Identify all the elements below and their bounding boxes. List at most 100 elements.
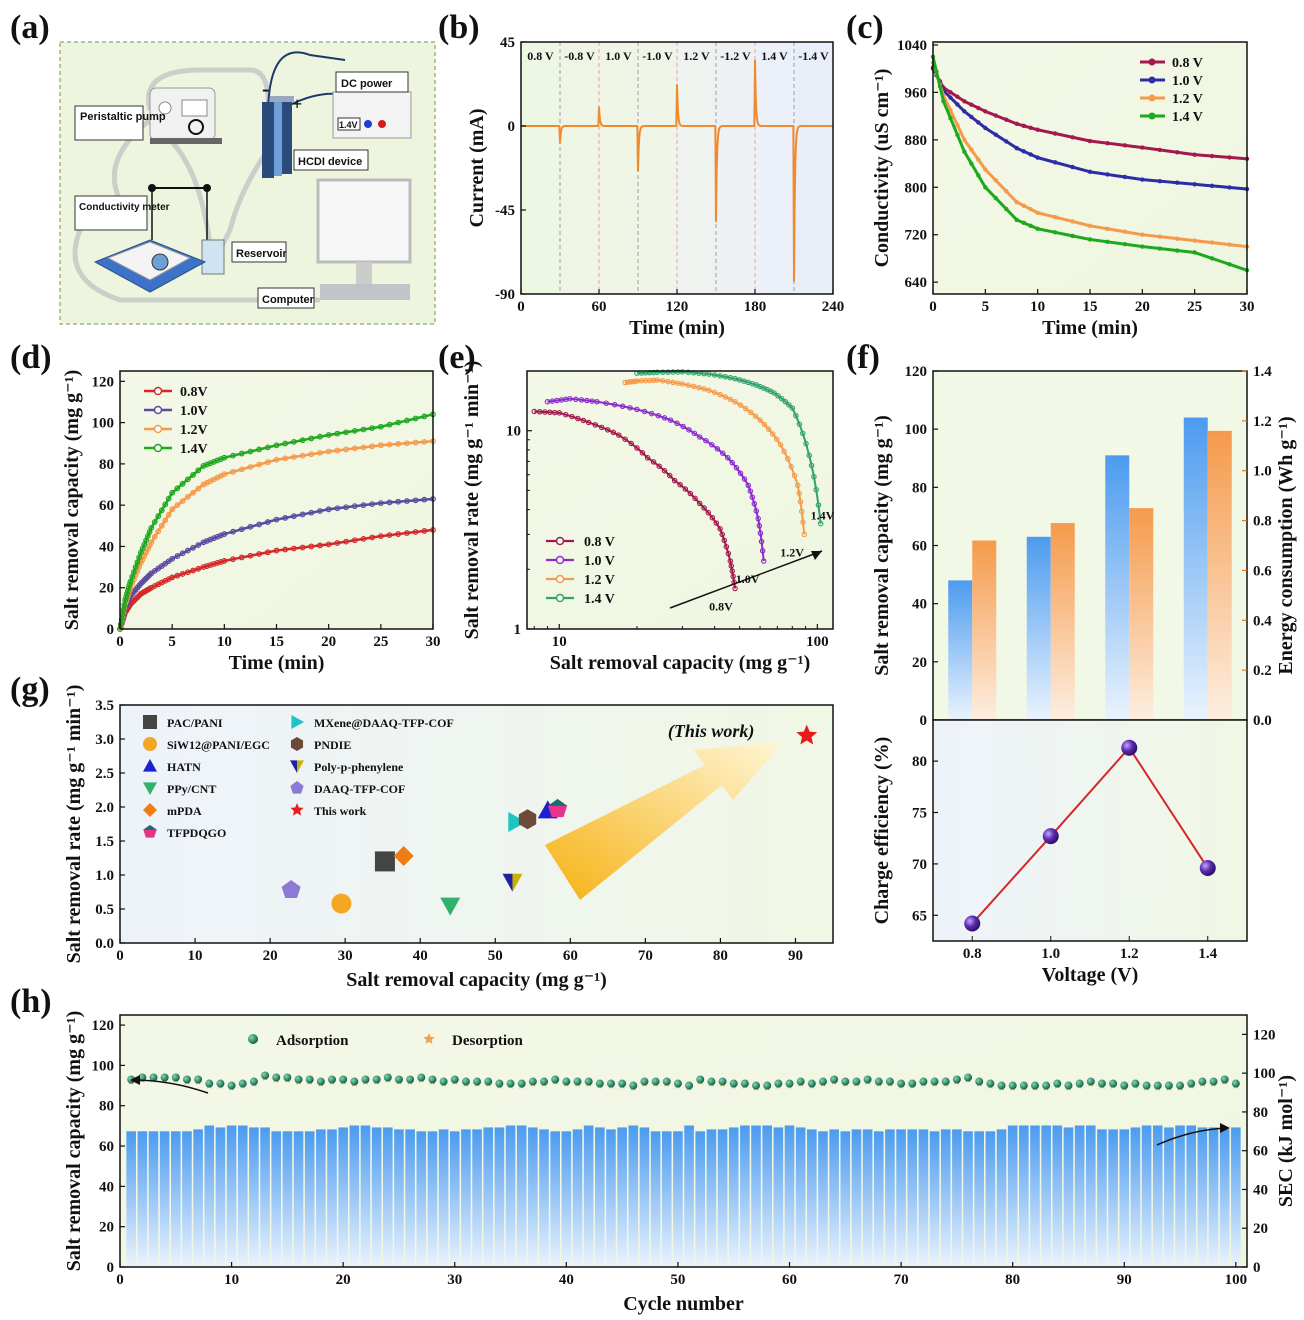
data-point	[761, 421, 768, 428]
adsorption-point	[238, 1079, 247, 1088]
data-point	[962, 137, 967, 143]
y-tick-label: 60	[99, 1139, 114, 1155]
adsorption-point	[417, 1073, 426, 1082]
y-axis-label: Charge efficiency (%)	[871, 737, 893, 925]
data-point	[655, 412, 662, 419]
data-point	[343, 538, 349, 545]
sec-bar	[851, 1129, 862, 1267]
x-tick-label: 1.2	[1120, 946, 1139, 962]
legend-marker	[1148, 76, 1156, 84]
data-point	[412, 497, 419, 504]
adsorption-point	[149, 1073, 158, 1082]
adsorption-point	[551, 1075, 560, 1084]
data-point	[165, 511, 172, 518]
y-tick-label: 120	[92, 374, 115, 390]
sec-bar	[628, 1125, 639, 1267]
legend-marker-desorption	[423, 1033, 435, 1044]
data-point	[1157, 178, 1162, 184]
data-point	[360, 535, 367, 542]
adsorption-point	[1053, 1079, 1062, 1088]
sec-bar	[237, 1125, 248, 1267]
data-point	[1014, 199, 1019, 205]
series-line	[931, 66, 1248, 191]
data-point	[751, 501, 758, 507]
adsorption-point	[740, 1079, 749, 1088]
data-point	[719, 531, 725, 538]
y-tick-label: 100	[905, 422, 928, 438]
tube	[217, 148, 271, 252]
data-point	[690, 383, 697, 390]
data-point	[351, 445, 358, 452]
data-point	[696, 500, 703, 507]
data-point	[713, 520, 720, 526]
data-point	[813, 486, 819, 493]
adsorption-point	[350, 1077, 359, 1086]
data-point	[955, 102, 960, 107]
data-point	[667, 417, 674, 423]
series-line	[931, 67, 1248, 161]
x-tick-label: 15	[269, 634, 284, 650]
data-point	[709, 441, 715, 448]
meter-dial-icon	[151, 253, 169, 271]
data-point	[256, 551, 263, 557]
data-point	[1035, 127, 1040, 132]
data-point	[377, 442, 384, 449]
data-point	[800, 519, 806, 525]
data-point	[221, 454, 228, 461]
y-tick-label: 60	[1253, 1144, 1268, 1160]
adsorption-point	[450, 1075, 459, 1084]
data-point	[1227, 242, 1232, 247]
adsorption-point	[361, 1075, 370, 1084]
efficiency-point	[1042, 828, 1059, 845]
data-point	[937, 84, 943, 89]
sec-bar	[907, 1129, 918, 1267]
data-point	[151, 519, 158, 525]
data-point	[756, 522, 763, 529]
sec-bar	[427, 1131, 438, 1267]
data-point	[798, 508, 805, 515]
y-tick-label: 120	[905, 364, 928, 380]
data-point	[679, 381, 686, 387]
adsorption-point	[796, 1077, 805, 1086]
adsorption-point	[484, 1077, 493, 1086]
data-point	[610, 429, 617, 436]
sec-bar	[661, 1131, 672, 1267]
adsorption-point	[606, 1079, 615, 1088]
data-point	[1140, 232, 1145, 237]
sec-bar	[1119, 1129, 1130, 1267]
data-point	[299, 511, 306, 518]
data-point	[127, 578, 134, 585]
adsorption-point	[328, 1075, 337, 1084]
adsorption-point	[1142, 1081, 1151, 1090]
legend-marker	[555, 574, 565, 584]
x-tick-label: 0	[116, 948, 124, 964]
sec-bar	[617, 1127, 627, 1267]
data-point	[941, 99, 946, 104]
terminal-icon	[364, 120, 372, 128]
data-point	[1087, 169, 1093, 175]
data-point	[190, 544, 196, 551]
chart-f-charge-efficiency: 65 70 75 80 0.8 1.0 1.2 1.4 Voltage (V) Charge ef…	[871, 719, 1248, 986]
data-point	[777, 441, 784, 448]
y-tick-label: 60	[99, 498, 114, 514]
data-point	[1175, 150, 1180, 155]
legend-marker	[153, 424, 163, 434]
data-point	[214, 560, 221, 566]
step-background	[560, 42, 599, 294]
x-tick-label: 10	[1030, 299, 1045, 315]
step-background	[716, 42, 755, 294]
step-label: -1.0 V	[642, 49, 673, 63]
sec-bar	[1164, 1127, 1174, 1267]
data-point	[781, 448, 787, 455]
legend-label: mPDA	[167, 804, 202, 818]
trend-arrow-line	[669, 550, 823, 609]
sec-bar	[1186, 1125, 1197, 1267]
chart-c-conductivity: 0 5 10 15 20 25 30 640 720 800 880 960 1040 Time (min…	[871, 38, 1255, 339]
marker-circle	[331, 893, 352, 914]
data-point	[221, 531, 228, 537]
x-tick-label: 60	[563, 948, 578, 964]
y-tick-label: 2.5	[95, 766, 114, 782]
data-point	[247, 552, 254, 559]
data-point	[714, 446, 721, 452]
step-background	[521, 42, 560, 294]
